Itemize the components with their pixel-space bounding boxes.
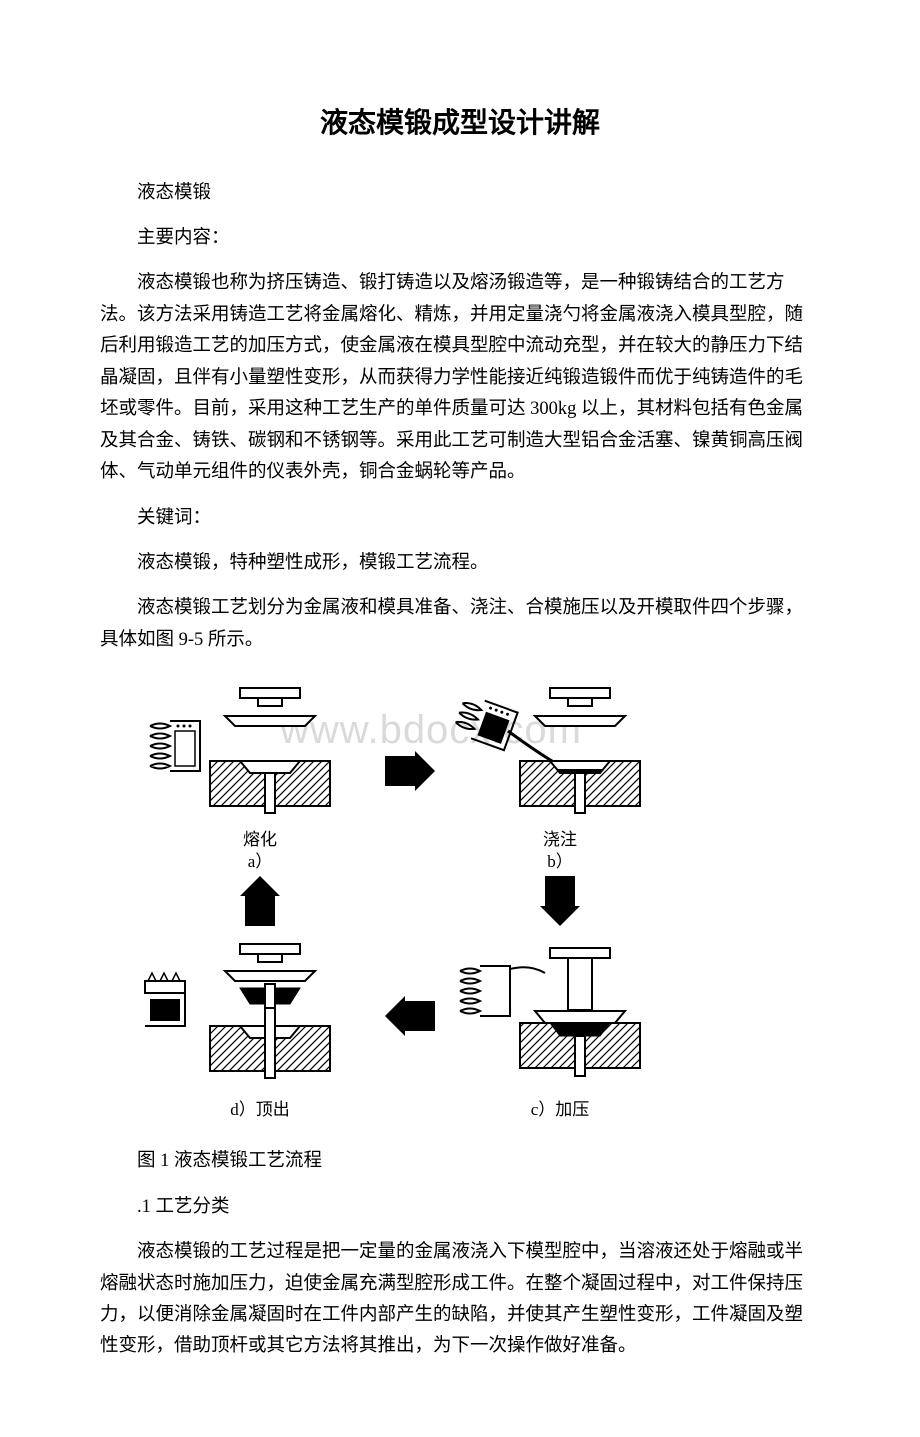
caption-c-label: c）加压 <box>510 1096 610 1125</box>
paragraph-process-intro: 液态模锻工艺划分为金属液和模具准备、浇注、合模施压以及开模取件四个步骤，具体如图… <box>100 593 820 656</box>
arrow-b-to-c <box>540 876 580 937</box>
figure-process-diagram: www.bdocx.com <box>100 676 820 1136</box>
paragraph-main-content-label: 主要内容： <box>100 223 820 254</box>
section-heading-1: .1 工艺分类 <box>100 1192 820 1223</box>
diagram-panel-c <box>450 936 680 1091</box>
arrow-d-to-a <box>240 876 280 937</box>
paragraph-intro: 液态模锻也称为挤压铸造、锻打铸造以及熔汤锻造等，是一种锻铸结合的工艺方法。该方法… <box>100 268 820 488</box>
arrow-a-to-b <box>385 751 435 802</box>
paragraph-process-detail: 液态模锻的工艺过程是把一定量的金属液浇入下模型腔中，当溶液还处于熔融或半熔融状态… <box>100 1237 820 1363</box>
diagram-panel-a <box>140 676 370 826</box>
diagram-panel-d <box>140 936 370 1091</box>
figure-caption: 图 1 液态模锻工艺流程 <box>100 1146 820 1177</box>
caption-a-sub: a） <box>230 848 290 877</box>
diagram-panel-b <box>450 676 680 826</box>
paragraph-subtitle: 液态模锻 <box>100 178 820 209</box>
document-title: 液态模锻成型设计讲解 <box>100 100 820 148</box>
arrow-c-to-d <box>385 996 435 1047</box>
paragraph-keywords: 液态模锻，特种塑性成形，模锻工艺流程。 <box>100 548 820 579</box>
caption-d-label: d）顶出 <box>210 1096 310 1125</box>
caption-b-sub: b） <box>530 848 590 877</box>
paragraph-keywords-label: 关键词： <box>100 503 820 534</box>
